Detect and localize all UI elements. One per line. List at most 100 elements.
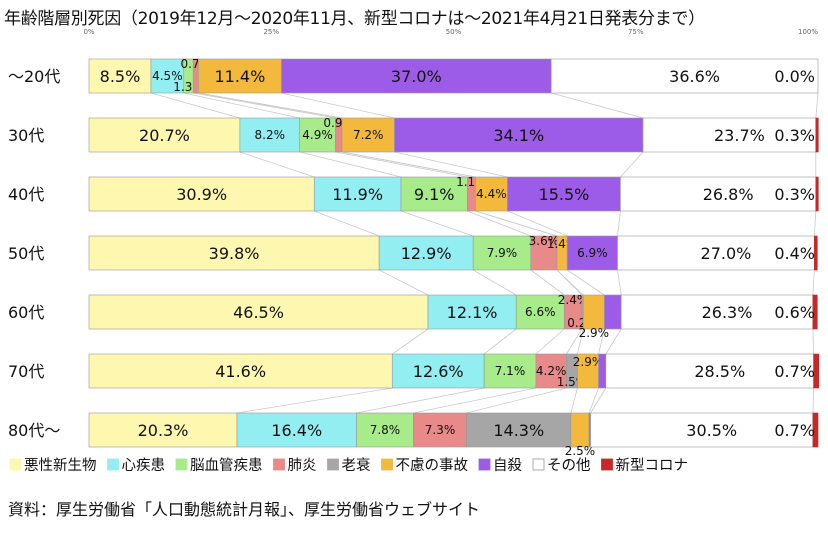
connector-line [394, 151, 508, 178]
legend-swatch [478, 458, 491, 471]
data-label: 0.7% [774, 421, 815, 440]
connector-line [467, 210, 531, 237]
bar-segment [341, 117, 395, 153]
connector-lines [150, 92, 819, 414]
data-label: 2.9% [573, 355, 604, 369]
legend-swatch [601, 458, 613, 471]
connector-line [620, 151, 644, 178]
category-label: 30代 [8, 126, 44, 145]
connector-line [466, 387, 567, 414]
bar-segment [313, 176, 402, 212]
connector-line [392, 328, 429, 355]
source-note: 資料：厚生労働省「人口動態統計月報」、厚生労働省ウェブサイト [8, 500, 481, 519]
data-label: 23.7% [714, 126, 765, 145]
data-label: 46.5% [233, 303, 284, 322]
bar-segment [620, 176, 817, 212]
data-label: 7.8% [370, 423, 401, 437]
data-label: 41.6% [215, 362, 266, 381]
legend-swatch [9, 458, 22, 471]
connector-line [472, 269, 517, 296]
connector-line [588, 387, 599, 414]
data-label: 37.0% [391, 67, 442, 86]
connector-line [567, 269, 605, 296]
bar-segment [617, 235, 815, 271]
bar-segment [813, 353, 820, 389]
bar-segment [535, 353, 567, 389]
connector-line [281, 92, 395, 119]
connector-line [413, 387, 536, 414]
data-label: 0.4% [774, 244, 815, 263]
bar-segment [236, 412, 357, 448]
data-label: 7.1% [495, 364, 526, 378]
bar-segment [590, 412, 814, 448]
bar-segment [550, 58, 819, 94]
bar-segment [413, 412, 467, 448]
connector-line [566, 328, 583, 355]
data-label: 15.5% [539, 185, 590, 204]
bar-segment [566, 235, 618, 271]
bar-segment [507, 176, 621, 212]
data-label: 20.3% [138, 421, 189, 440]
data-label: 26.8% [703, 185, 754, 204]
bar-segment [642, 117, 817, 153]
connector-line [617, 269, 622, 296]
connector-line [605, 328, 622, 355]
data-label: 6.6% [525, 305, 556, 319]
data-label: 20.7% [139, 126, 190, 145]
x-tick-label: 0% [83, 28, 94, 36]
data-label: 2.5% [565, 444, 596, 458]
connector-line [475, 210, 558, 237]
legend-label: 悪性新生物 [24, 457, 97, 474]
bar-segment [815, 117, 819, 153]
bar-segment [605, 353, 814, 389]
data-label: 0.3% [774, 126, 815, 145]
bar-segment [598, 353, 607, 389]
bar-segment [815, 176, 819, 212]
bar-segment [814, 235, 818, 271]
connector-line [812, 328, 815, 355]
connector-line [617, 210, 621, 237]
legend-label: その他 [547, 457, 591, 474]
connector-line [577, 328, 584, 355]
data-label: 0.7% [774, 362, 815, 381]
category-label: 50代 [8, 244, 44, 263]
data-label: 4.9% [302, 128, 333, 142]
data-label: 0.0% [774, 67, 815, 86]
connector-line [183, 92, 300, 119]
connector-line [535, 328, 565, 355]
data-label: 2.9% [579, 326, 610, 340]
bar-segment [620, 294, 814, 330]
bar-segment [88, 412, 238, 448]
connector-line [556, 269, 584, 296]
data-label: 27.0% [701, 244, 752, 263]
data-label: 11.4% [214, 67, 265, 86]
data-label: 8.5% [100, 67, 141, 86]
category-label: 60代 [8, 303, 44, 322]
connector-line [812, 269, 815, 296]
connector-line [198, 92, 343, 119]
legend-label: 肺炎 [288, 457, 317, 474]
connector-line [335, 151, 468, 178]
bar-segment [515, 294, 565, 330]
legend-label: 脳血管疾患 [190, 457, 263, 474]
legend-label: 老衰 [342, 457, 371, 474]
bar-segment [88, 58, 152, 94]
legend-swatch [327, 458, 339, 471]
bar-segment [604, 294, 622, 330]
connector-line [356, 387, 485, 414]
data-label: 9.1% [414, 185, 455, 204]
bar-segment [88, 294, 429, 330]
data-label: 4.2% [536, 364, 567, 378]
connector-line [193, 92, 336, 119]
data-label: 28.5% [694, 362, 745, 381]
bar-segment [391, 353, 485, 389]
legend-label: 不慮の事故 [396, 457, 469, 474]
connector-line [239, 151, 315, 178]
connector-line [236, 387, 393, 414]
connector-line [598, 328, 605, 355]
data-label: 26.3% [702, 303, 753, 322]
bar-segment [356, 412, 414, 448]
data-label: 4.4% [476, 187, 507, 201]
